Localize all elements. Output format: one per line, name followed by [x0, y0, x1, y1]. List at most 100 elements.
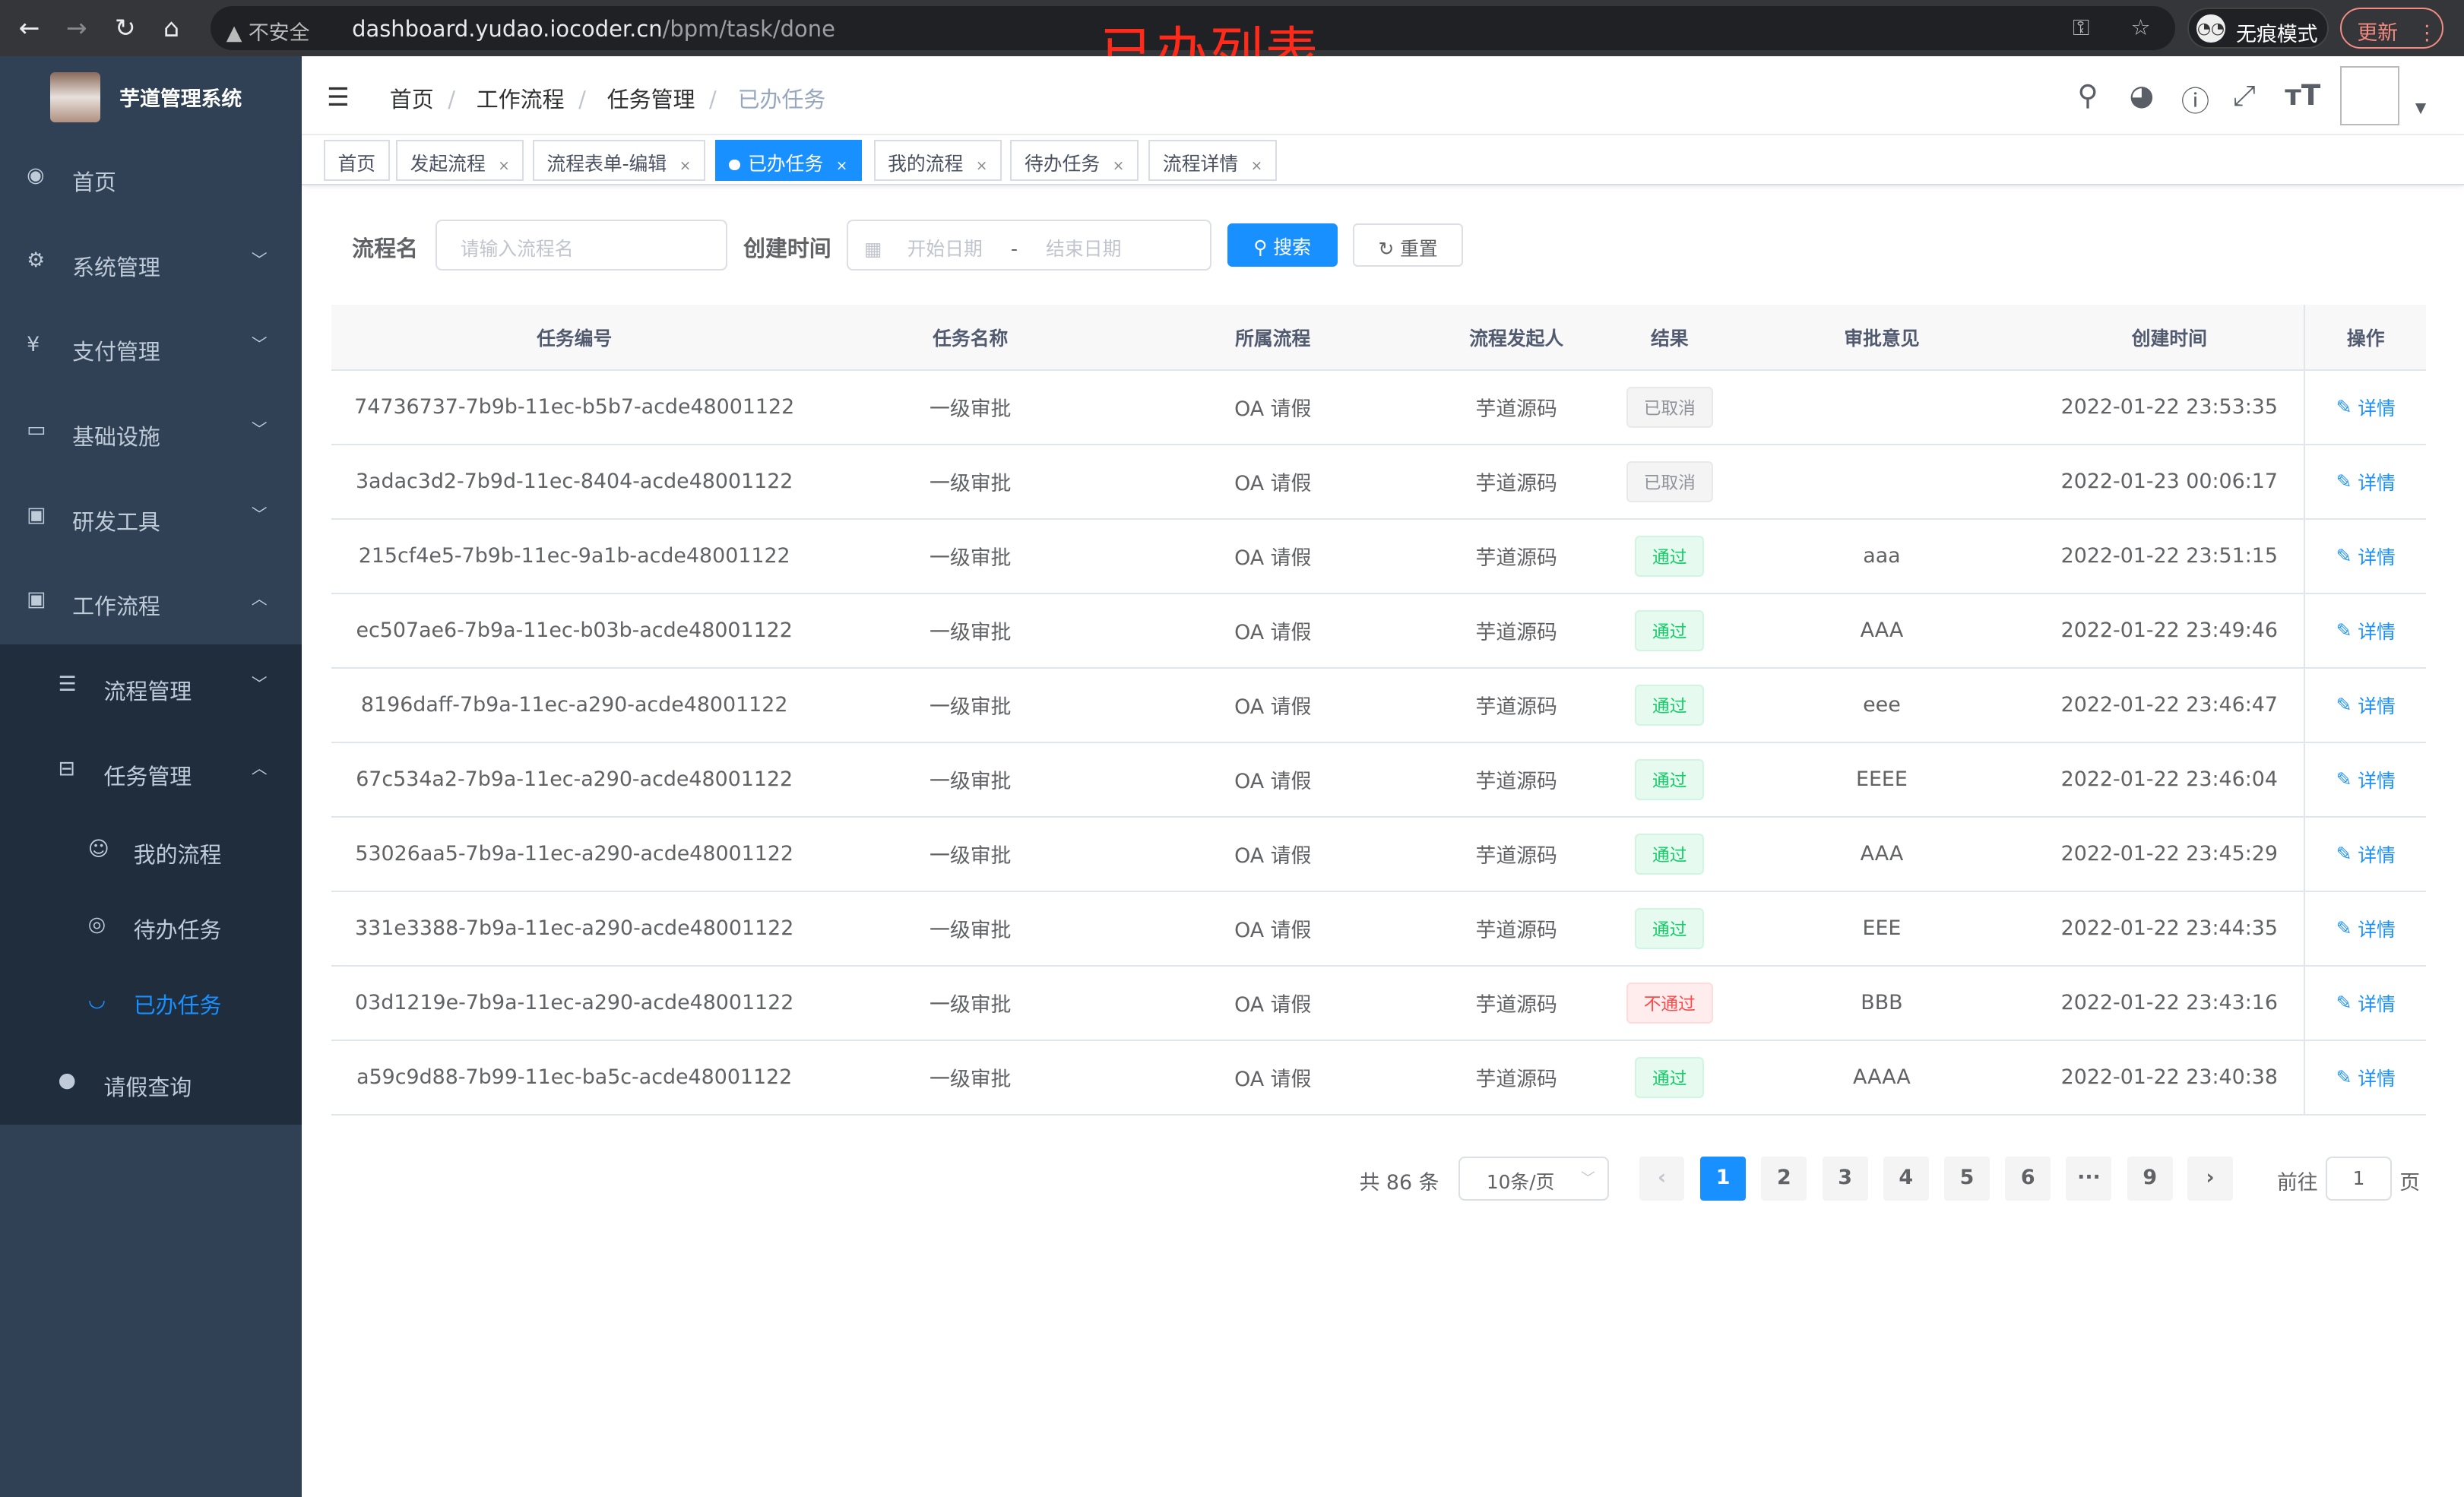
result-cell: 通过 [1610, 892, 1728, 965]
starter-cell: 芋道源码 [1475, 695, 1557, 720]
status-badge: 通过 [1635, 610, 1705, 651]
process-name-input[interactable]: 请输入流程名 [435, 220, 728, 271]
process-cell: OA 请假 [1234, 919, 1312, 943]
page-button[interactable]: 2 [1761, 1156, 1807, 1201]
detail-link[interactable]: ✎ 详情 [2304, 445, 2427, 518]
sidebar-item-my-process[interactable]: ☺ 我的流程 [87, 837, 222, 868]
sidebar-item-home[interactable]: ◉ 首页 [27, 163, 116, 196]
sidebar-item-task-manage[interactable]: ⊟ 任务管理 ︿ [0, 729, 302, 814]
search-button[interactable]: ⚲ 搜索 [1227, 223, 1338, 267]
name-cell: 一级审批 [929, 770, 1012, 794]
forward-icon[interactable]: → [65, 12, 87, 43]
more-pages-button[interactable]: ··· [2066, 1156, 2112, 1201]
tag-process-detail[interactable]: 流程详情 × [1148, 140, 1277, 181]
detail-link[interactable]: ✎ 详情 [2304, 742, 2427, 816]
close-icon[interactable]: × [498, 158, 510, 175]
starter-cell: 芋道源码 [1475, 397, 1557, 422]
reset-button[interactable]: ↻ 重置 [1353, 223, 1463, 267]
detail-link[interactable]: ✎ 详情 [2304, 1040, 2427, 1114]
page-button[interactable]: 1 [1700, 1156, 1747, 1201]
close-icon[interactable]: × [835, 158, 848, 175]
sidebar-item-leave[interactable]: ● 请假查询 [58, 1068, 192, 1100]
page-button[interactable]: 6 [2005, 1156, 2051, 1201]
tag-home[interactable]: 首页 [323, 140, 390, 181]
toolbox-icon: ▣ [27, 502, 46, 527]
incognito-badge[interactable]: ◔◔ 无痕模式 [2187, 8, 2329, 49]
fullscreen-icon[interactable]: ⤢ [2233, 78, 2256, 112]
address-bar[interactable]: ▲ 不安全 dashboard.yudao.iocoder.cn/bpm/tas… [211, 6, 2175, 51]
tag-todo[interactable]: 待办任务 × [1010, 140, 1139, 181]
detail-link[interactable]: ✎ 详情 [2304, 519, 2427, 593]
detail-link[interactable]: ✎ 详情 [2304, 817, 2427, 891]
logo-avatar [50, 72, 101, 123]
sidebar-item-done[interactable]: ◡ 已办任务 [87, 988, 222, 1019]
column-header: 任务编号 [537, 327, 613, 350]
name-cell: 一级审批 [929, 695, 1012, 720]
close-icon[interactable]: × [1112, 158, 1125, 175]
github-icon[interactable]: ◕ [2129, 78, 2155, 112]
search-icon[interactable]: ⚲ [2077, 78, 2098, 112]
next-page-button[interactable]: › [2187, 1156, 2234, 1201]
sidebar-item-process-manage[interactable]: ☰ 流程管理 ﹀ [0, 644, 302, 730]
sidebar-item-devtools[interactable]: ▣ 研发工具 ﹀ [0, 474, 302, 559]
detail-link[interactable]: ✎ 详情 [2304, 370, 2427, 444]
breadcrumb: 首页 / 工作流程 / 任务管理 / 已办任务 [389, 86, 826, 112]
detail-link[interactable]: ✎ 详情 [2304, 891, 2427, 965]
font-size-icon[interactable]: ᴛT [2285, 78, 2321, 112]
table-row: 74736737-7b9b-11ec-b5b7-acde48001122 一级审批… [331, 370, 2427, 445]
home-icon[interactable]: ⌂ [163, 12, 180, 43]
close-icon[interactable]: × [1250, 158, 1263, 175]
tag-my-process[interactable]: 我的流程 × [873, 140, 1002, 181]
close-icon[interactable]: × [975, 158, 988, 175]
page-button[interactable]: 5 [1944, 1156, 1990, 1201]
detail-link[interactable]: ✎ 详情 [2304, 966, 2427, 1040]
breadcrumb-item[interactable]: 任务管理 [606, 86, 695, 112]
id-cell: 3adac3d2-7b9d-11ec-8404-acde48001122 [355, 470, 793, 494]
name-cell: 一级审批 [929, 397, 1012, 422]
page-size-select[interactable]: 10条/页 ﹀ [1458, 1156, 1610, 1201]
name-cell: 一级审批 [929, 546, 1012, 571]
sidebar-item-system[interactable]: ⚙ 系统管理 ﹀ [0, 220, 302, 305]
back-icon[interactable]: ← [18, 12, 40, 43]
sidebar-item-workflow[interactable]: ▣ 工作流程 ︿ [0, 559, 302, 644]
prev-page-button[interactable]: ‹ [1639, 1156, 1685, 1201]
tag-start-process[interactable]: 发起流程 × [396, 140, 524, 181]
sidebar-item-pay[interactable]: ¥ 支付管理 ﹀ [0, 305, 302, 390]
comment-cell: eee [1863, 693, 1901, 717]
comment-cell: AAAA [1853, 1065, 1911, 1090]
page-button[interactable]: 4 [1883, 1156, 1929, 1201]
star-icon[interactable]: ☆ [2130, 14, 2151, 40]
sidebar-logo[interactable]: 芋道管理系统 [0, 56, 302, 135]
goto-page-input[interactable]: 1 [2326, 1156, 2392, 1201]
comment-cell: BBB [1861, 991, 1903, 1015]
avatar[interactable] [2339, 65, 2400, 126]
close-icon[interactable]: × [679, 158, 692, 175]
tag-done[interactable]: 已办任务 × [714, 140, 862, 181]
detail-link[interactable]: ✎ 详情 [2304, 668, 2427, 742]
caret-down-icon[interactable]: ▼ [2415, 100, 2427, 117]
hamburger-icon[interactable]: ☰ [327, 81, 350, 112]
page-button[interactable]: 3 [1822, 1156, 1868, 1201]
incognito-icon: ◔◔ [2196, 14, 2225, 43]
more-icon: ⋮ [2416, 21, 2437, 45]
help-icon[interactable]: ⓘ [2181, 84, 2210, 119]
id-cell: a59c9d88-7b99-11ec-ba5c-acde48001122 [356, 1065, 793, 1090]
date-range-picker[interactable]: ▦ 开始日期 - 结束日期 [847, 220, 1212, 271]
breadcrumb-item[interactable]: 工作流程 [476, 86, 565, 112]
starter-cell: 芋道源码 [1475, 472, 1557, 496]
insecure-indicator[interactable]: ▲ 不安全 [226, 21, 310, 45]
breadcrumb-item[interactable]: 首页 [389, 86, 434, 112]
starter-cell: 芋道源码 [1475, 546, 1557, 571]
calendar-icon: ▦ [864, 237, 882, 260]
tag-form-edit[interactable]: 流程表单-编辑 × [532, 140, 705, 181]
reload-icon[interactable]: ↻ [114, 12, 136, 43]
name-cell: 一级审批 [929, 1068, 1012, 1092]
sidebar-item-infra[interactable]: ▭ 基础设施 ﹀ [0, 390, 302, 475]
key-icon[interactable]: ⚿ [2073, 14, 2090, 40]
update-button[interactable]: 更新 ⋮ [2339, 8, 2444, 49]
sidebar-item-todo[interactable]: ◎ 待办任务 [87, 913, 222, 944]
detail-link[interactable]: ✎ 详情 [2304, 593, 2427, 667]
list-icon: ☰ [58, 672, 77, 696]
page-button[interactable]: 9 [2127, 1156, 2173, 1201]
chevron-down-icon: ﹀ [251, 505, 268, 524]
